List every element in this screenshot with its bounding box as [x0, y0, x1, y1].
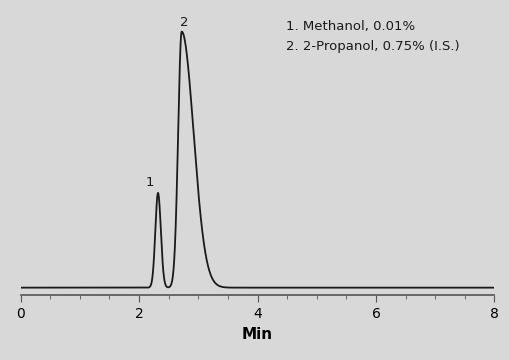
Text: 1. Methanol, 0.01%
2. 2-Propanol, 0.75% (I.S.): 1. Methanol, 0.01% 2. 2-Propanol, 0.75% …	[286, 20, 459, 53]
Text: 1: 1	[145, 176, 154, 189]
Text: 2: 2	[180, 16, 188, 29]
X-axis label: Min: Min	[241, 327, 272, 342]
